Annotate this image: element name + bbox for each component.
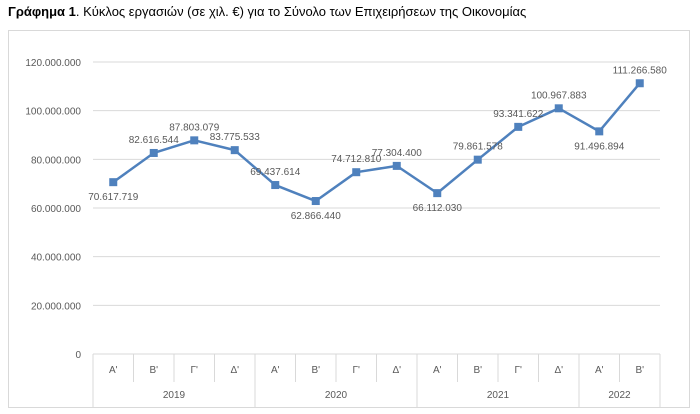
- x-group-label: 2019: [163, 390, 186, 401]
- chart-frame: [8, 30, 690, 408]
- data-point: [109, 178, 118, 187]
- x-category-label: Α': [109, 365, 118, 376]
- data-label: 70.617.719: [88, 192, 138, 203]
- x-category-label: Α': [595, 365, 604, 376]
- x-group-label: 2022: [608, 390, 631, 401]
- data-label: 62.866.440: [291, 211, 341, 222]
- y-tick-label: 40.000.000: [31, 253, 81, 264]
- x-category-label: Γ': [353, 365, 361, 376]
- data-point: [514, 122, 523, 131]
- x-category-label: Δ': [554, 365, 563, 376]
- data-label: 69.437.614: [250, 167, 300, 178]
- x-category-label: Β': [473, 365, 482, 376]
- y-tick-label: 20.000.000: [31, 301, 81, 312]
- y-tick-label: 100.000.000: [25, 107, 81, 118]
- x-category-label: Β': [311, 365, 320, 376]
- data-point: [635, 79, 644, 88]
- data-label: 82.616.544: [129, 135, 179, 146]
- data-point: [554, 104, 563, 113]
- x-category-label: Β': [635, 365, 644, 376]
- x-category-label: Α': [271, 365, 280, 376]
- data-label: 91.496.894: [574, 141, 624, 152]
- data-point: [392, 161, 401, 170]
- caption-text: . Κύκλος εργασιών (σε χιλ. €) για το Σύν…: [75, 4, 527, 19]
- chart-caption: Γράφημα 1. Κύκλος εργασιών (σε χιλ. €) γ…: [8, 4, 526, 19]
- data-point: [230, 146, 239, 155]
- data-point: [190, 136, 199, 145]
- caption-label: Γράφημα 1: [8, 4, 76, 19]
- data-point: [271, 181, 280, 190]
- data-point: [433, 189, 442, 198]
- x-category-label: Δ': [392, 365, 401, 376]
- x-category-label: Δ': [230, 365, 239, 376]
- x-category-label: Γ': [515, 365, 523, 376]
- y-tick-label: 60.000.000: [31, 204, 81, 215]
- data-label: 100.967.883: [531, 90, 587, 101]
- y-tick-label: 80.000.000: [31, 155, 81, 166]
- x-category-label: Β': [149, 365, 158, 376]
- data-label: 93.341.622: [493, 109, 543, 120]
- data-label: 111.266.580: [613, 65, 668, 76]
- data-label: 83.775.533: [210, 132, 260, 143]
- data-point: [595, 127, 604, 136]
- x-category-label: Α': [433, 365, 442, 376]
- x-category-label: Γ': [191, 365, 199, 376]
- data-label: 66.112.030: [413, 203, 463, 214]
- data-point: [311, 197, 320, 206]
- series-line: [112, 82, 641, 203]
- data-point: [149, 148, 158, 157]
- y-tick-label: 0: [75, 350, 81, 361]
- data-label: 77.304.400: [372, 148, 422, 159]
- data-point: [352, 168, 361, 177]
- data-label: 74.712.810: [331, 154, 381, 165]
- data-label: 79.861.578: [453, 142, 503, 153]
- x-group-label: 2020: [325, 390, 348, 401]
- data-label: 87.803.079: [169, 122, 219, 133]
- x-group-label: 2021: [487, 390, 510, 401]
- y-tick-label: 120.000.000: [25, 58, 81, 69]
- data-point: [473, 155, 482, 164]
